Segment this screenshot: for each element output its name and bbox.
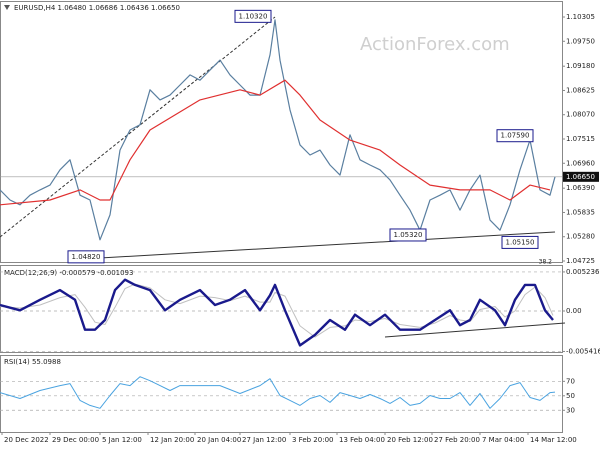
y-tick-label: -0.005416	[566, 347, 600, 355]
series-line	[0, 278, 554, 347]
y-tick-label: 1.09180	[566, 62, 595, 70]
y-tick-label: 1.06960	[566, 159, 595, 167]
y-tick-label: 70	[566, 377, 575, 385]
annotation-box	[389, 228, 427, 242]
last-price-box	[563, 171, 599, 182]
series-line	[0, 283, 554, 338]
trend-line	[99, 231, 556, 259]
rsi-panel	[0, 355, 563, 433]
x-tick-label: 7 Mar 04:00	[482, 436, 524, 444]
y-tick-label: 1.04725	[566, 257, 595, 265]
x-tick-label: 20 Feb 12:00	[387, 436, 433, 444]
x-tick-label: 20 Jan 04:00	[197, 436, 241, 444]
annotation-box	[234, 9, 272, 23]
series-line	[0, 79, 551, 206]
y-tick-label: 1.08070	[566, 111, 595, 119]
macd-panel	[0, 265, 563, 353]
x-tick-label: 13 Feb 04:00	[339, 436, 385, 444]
y-tick-label: 50	[566, 392, 575, 400]
y-tick-label: 1.10305	[566, 13, 595, 21]
trend-line	[384, 322, 566, 338]
y-tick-label: 0.00	[566, 307, 582, 315]
y-tick-label: 0.005236	[566, 268, 600, 276]
y-tick-label: 1.05280	[566, 233, 595, 241]
x-tick-label: 20 Dec 2022	[4, 436, 49, 444]
symbol-icon	[4, 5, 10, 10]
y-tick-label: 1.05835	[566, 208, 595, 216]
macd-title: MACD(12,26,9) -0.000579 -0.001093	[4, 269, 133, 277]
series-line	[0, 376, 556, 409]
y-tick-label: 1.08625	[566, 86, 595, 94]
last-price-label: 1.06650	[566, 173, 595, 181]
y-tick-label: 1.09750	[566, 37, 595, 45]
annotation-label: 1.07590	[501, 132, 530, 140]
x-tick-label: 5 Jan 12:00	[102, 436, 142, 444]
y-tick-label: 1.07515	[566, 135, 595, 143]
x-tick-label: 3 Feb 20:00	[292, 436, 333, 444]
annotation-label: 1.04820	[72, 253, 101, 261]
x-tick-label: 14 Mar 12:00	[530, 436, 577, 444]
watermark: ActionForex.com	[360, 34, 510, 55]
annotation-label: 1.05150	[506, 238, 535, 246]
rsi-title: RSI(14) 55.0988	[4, 358, 61, 366]
annotation-box	[67, 250, 105, 264]
price-panel	[0, 1, 563, 263]
fib-label: 38.2	[539, 259, 553, 266]
annotation-box	[496, 129, 534, 143]
x-tick-label: 29 Dec 00:00	[52, 436, 99, 444]
series-line	[0, 19, 556, 241]
annotation-label: 1.05320	[394, 231, 423, 239]
x-tick-label: 12 Jan 20:00	[150, 436, 194, 444]
annotation-box	[501, 235, 539, 249]
x-tick-label: 27 Jan 12:00	[242, 436, 286, 444]
trend-line	[0, 16, 276, 238]
x-tick-label: 27 Feb 20:00	[434, 436, 480, 444]
y-tick-label: 1.06390	[566, 184, 595, 192]
y-tick-label: 30	[566, 406, 575, 414]
chart-title: EURUSD,H4 1.06480 1.06686 1.06436 1.0665…	[14, 4, 180, 12]
annotation-label: 1.10320	[239, 12, 268, 20]
